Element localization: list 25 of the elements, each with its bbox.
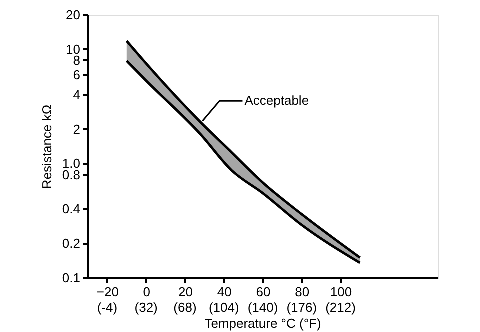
y-tick-label: 0.1 — [62, 270, 80, 286]
x-tick-label: 0 — [143, 284, 150, 300]
x-tick-label: 20 — [178, 284, 193, 300]
y-tick-label: 0.4 — [62, 202, 80, 217]
x-tick-label: −20 — [96, 284, 119, 300]
x2-tick-label: (-4) — [97, 300, 118, 315]
y-tick-label: 0.2 — [62, 236, 80, 252]
y-tick-label: 2 — [73, 122, 80, 137]
x-tick-label: 40 — [217, 284, 232, 300]
x-tick-label: 80 — [295, 284, 310, 300]
x2-tick-label: (32) — [134, 300, 158, 315]
y-tick-label: 20 — [66, 8, 80, 22]
y-tick-label: 10 — [66, 42, 80, 57]
x2-tick-label: (140) — [248, 300, 278, 315]
y-tick-label: 4 — [73, 87, 80, 102]
x-tick-label: 60 — [256, 284, 271, 300]
x-tick-label: 100 — [330, 284, 352, 300]
x-axis-title: Temperature °C (°F) — [204, 316, 322, 331]
y-tick-label: 6 — [73, 67, 80, 82]
x2-tick-label: (212) — [326, 300, 356, 315]
x2-tick-label: (176) — [286, 300, 318, 315]
y-axis-title: Resistance kΩ — [39, 104, 54, 190]
annotation: Acceptable — [244, 93, 310, 108]
x2-tick-label: (68) — [174, 300, 197, 315]
x2-tick-label: (104) — [208, 300, 240, 315]
